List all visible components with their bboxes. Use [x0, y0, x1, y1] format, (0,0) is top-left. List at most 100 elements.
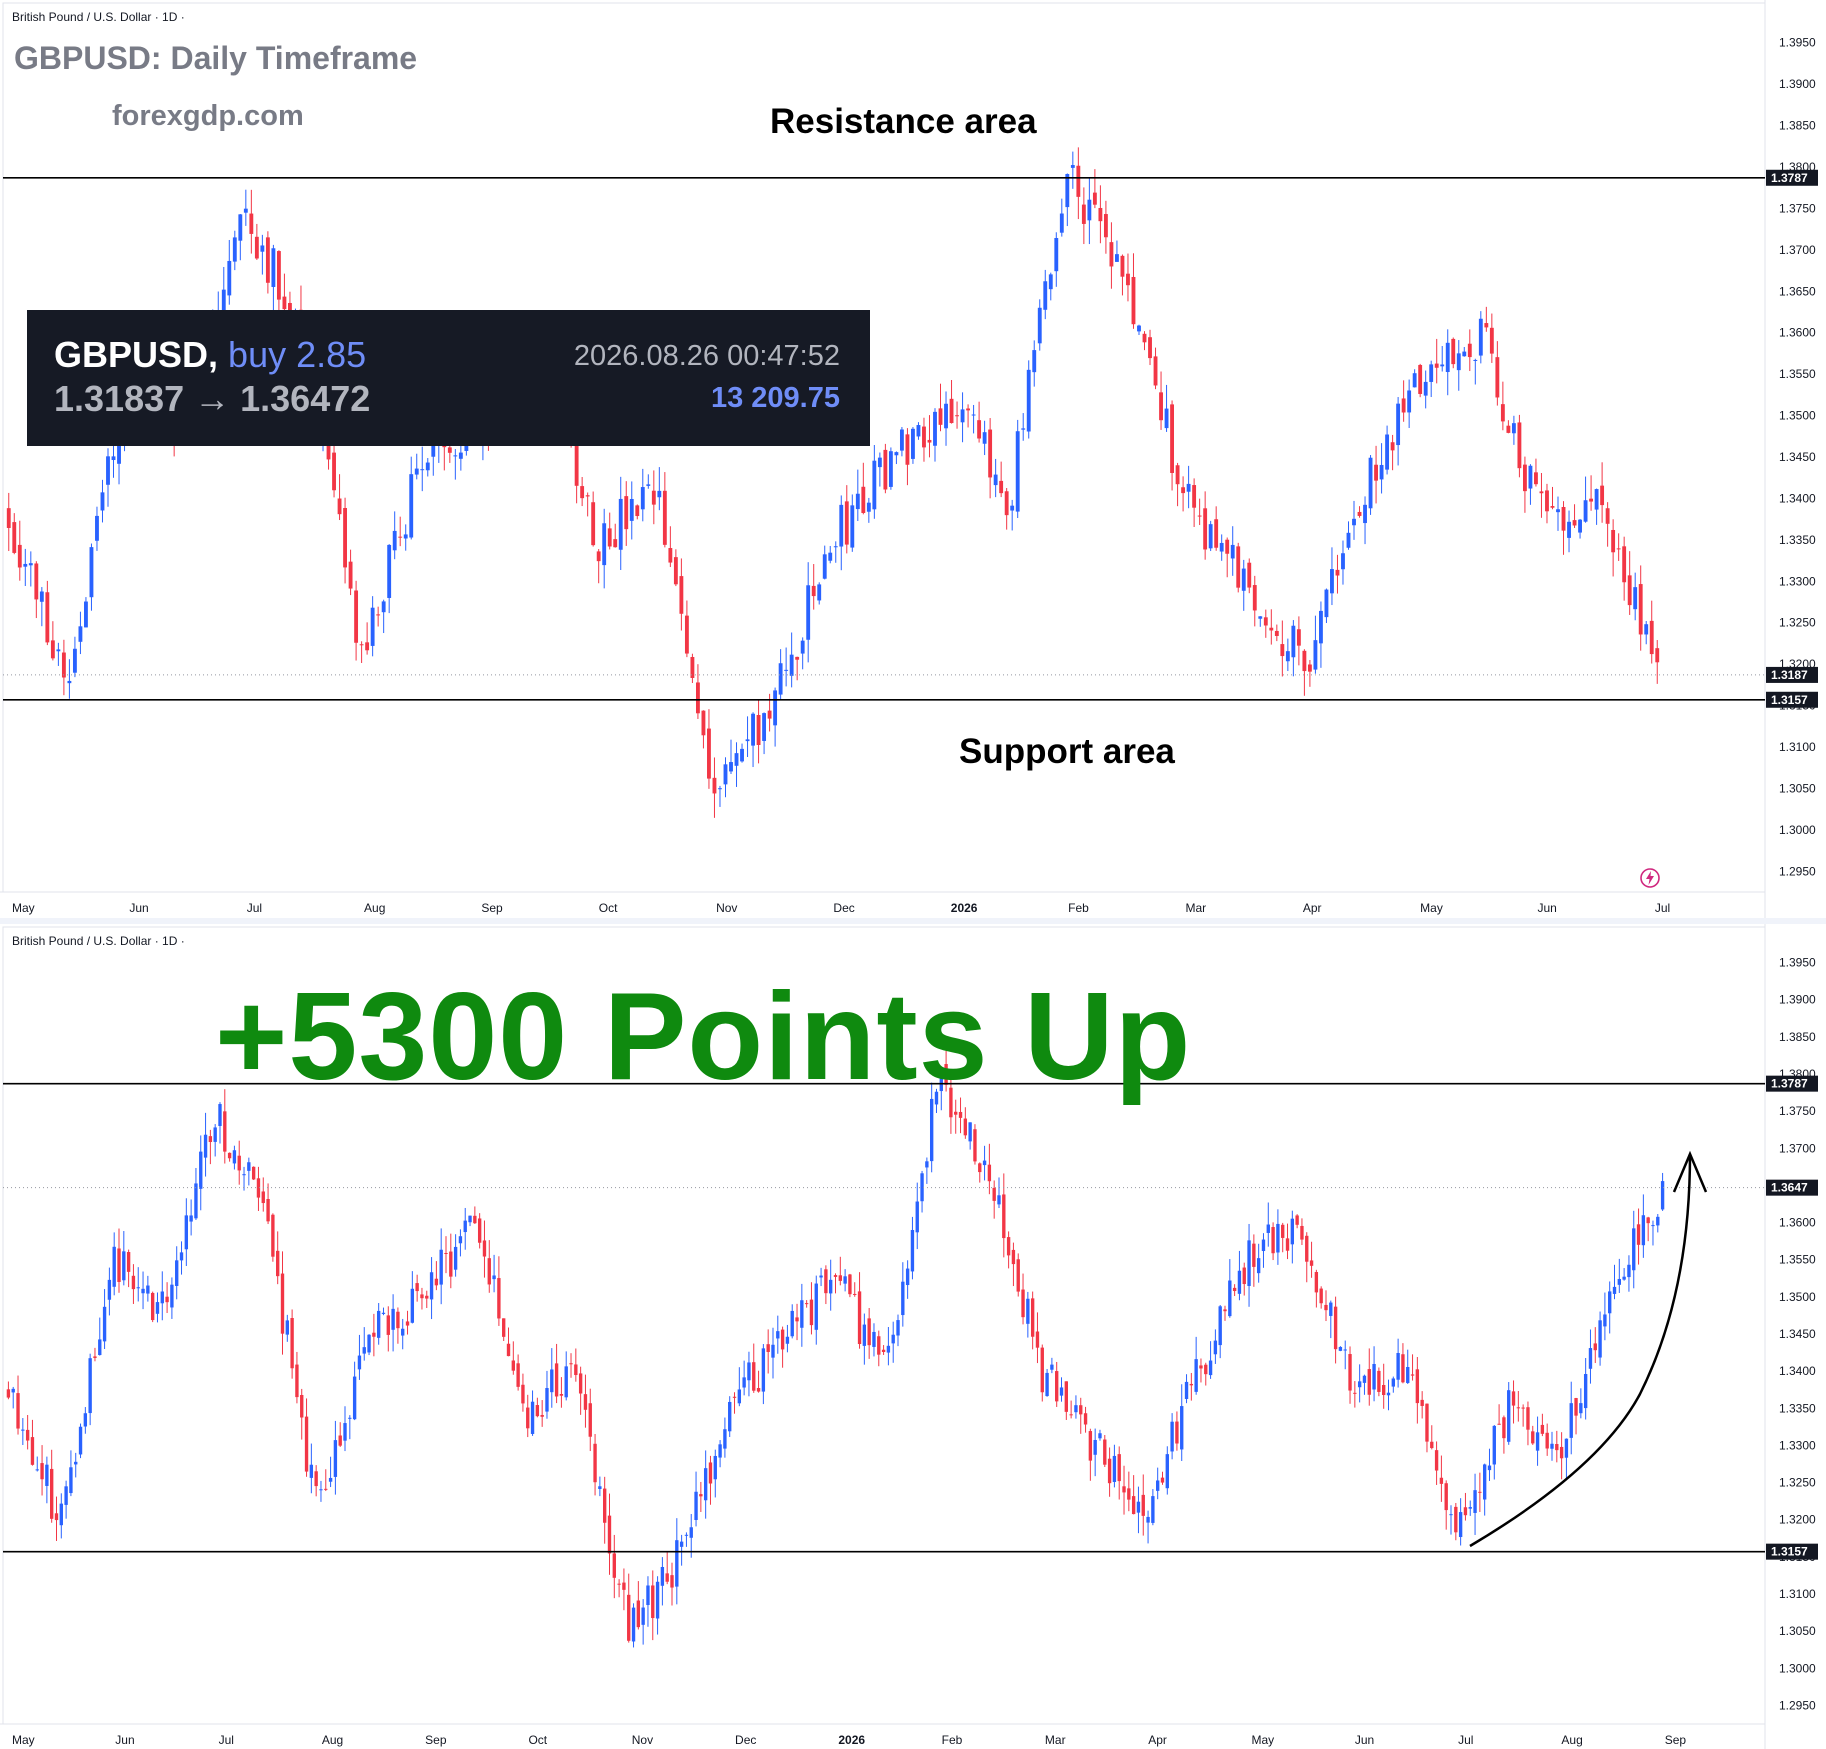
candle [545, 1370, 549, 1419]
candle [1103, 200, 1108, 254]
candle-body [1112, 1455, 1117, 1482]
candle-body [790, 1310, 794, 1337]
candle [877, 452, 882, 487]
candle [987, 1143, 992, 1195]
candle-body [45, 1464, 49, 1486]
x-tick-label: Feb [1068, 901, 1089, 915]
candle [971, 404, 976, 434]
candle [1247, 558, 1252, 594]
candle [1329, 1300, 1333, 1339]
candle-body [1550, 506, 1555, 508]
candle [978, 1162, 982, 1183]
candle [482, 1220, 487, 1278]
candle-body [1456, 353, 1461, 371]
candle [405, 1310, 410, 1335]
candle-body [1092, 192, 1097, 205]
candle-body [1329, 1302, 1333, 1316]
candle-body [1600, 485, 1605, 506]
candle [1429, 360, 1434, 398]
candle [960, 392, 965, 443]
candle [1107, 1447, 1112, 1497]
candle [56, 642, 61, 666]
candle-body [74, 1461, 78, 1465]
candle-body [784, 669, 789, 671]
x-tick-label: Apr [1148, 1733, 1167, 1747]
candle-body [771, 1344, 775, 1358]
candle [227, 239, 232, 305]
candle-body [1218, 1306, 1222, 1346]
candle-body [1545, 490, 1549, 512]
candle [668, 526, 673, 568]
candle [1016, 1253, 1020, 1297]
candle [434, 1261, 439, 1291]
candle-body [1638, 584, 1643, 635]
candle-body [866, 502, 871, 512]
candle-body [988, 429, 993, 478]
candle-body [1181, 487, 1186, 494]
candle [243, 189, 248, 226]
candle [1534, 458, 1538, 487]
candle-body [795, 656, 800, 660]
candle-body [410, 1288, 415, 1323]
candle-body [1589, 498, 1594, 502]
candle-body [23, 563, 28, 567]
candle [955, 401, 959, 429]
candle-body [613, 539, 618, 548]
candle [886, 1326, 891, 1366]
candle [602, 1476, 607, 1544]
y-tick-label: 1.3400 [1779, 1364, 1816, 1378]
candle-body [1335, 569, 1340, 576]
candle-body [886, 1345, 891, 1353]
candle [1186, 465, 1191, 509]
candle-body [1343, 1349, 1347, 1351]
candle [1521, 1404, 1525, 1427]
candle [766, 1329, 770, 1374]
candle [933, 408, 937, 462]
candle [6, 492, 11, 552]
candle-body [1115, 254, 1119, 262]
candle [1377, 1367, 1381, 1397]
candle [362, 1327, 366, 1361]
chart-canvas-bottom[interactable]: 1.39501.39001.38501.38001.37501.37001.36… [0, 924, 1826, 1749]
candle-body [550, 1369, 554, 1393]
candle-body [1531, 1431, 1535, 1444]
candle [1300, 1218, 1304, 1245]
trade-prices: 1.31837 → 1.36472 [54, 378, 371, 419]
lightning-icon[interactable] [1638, 866, 1662, 890]
candle [376, 1303, 381, 1345]
candle-body [828, 552, 833, 561]
candle-body [668, 548, 673, 563]
candle [1280, 620, 1285, 677]
candle-body [867, 1318, 871, 1346]
candle [1228, 1259, 1232, 1318]
candle [1194, 1336, 1198, 1395]
x-tick-label: Oct [528, 1733, 547, 1747]
candle-body [405, 1321, 410, 1326]
candle [1199, 1358, 1203, 1383]
candle-body [963, 1118, 968, 1136]
candle-body [703, 1468, 708, 1501]
candle-body [150, 1292, 155, 1321]
candle [203, 1112, 208, 1177]
candle [221, 266, 226, 319]
candle-body [1197, 515, 1202, 517]
candle-body [651, 490, 656, 505]
candle [905, 1260, 910, 1299]
candle [1567, 510, 1571, 553]
candle-body [655, 1581, 660, 1619]
candle [304, 1398, 309, 1477]
candle-body [276, 1250, 280, 1277]
candle-body [28, 563, 33, 566]
candle [16, 1375, 20, 1435]
candle [1252, 1234, 1256, 1287]
candle [1482, 1463, 1487, 1516]
candle [398, 516, 403, 547]
candle-body [434, 1278, 439, 1286]
symbol-label-bottom: British Pound / U.S. Dollar · 1D · [12, 934, 185, 948]
candle-body [45, 592, 50, 643]
candle [39, 587, 44, 627]
candle-body [713, 1455, 717, 1480]
candle-body [1346, 532, 1351, 548]
candle [1218, 1304, 1222, 1359]
candle-body [640, 487, 645, 510]
